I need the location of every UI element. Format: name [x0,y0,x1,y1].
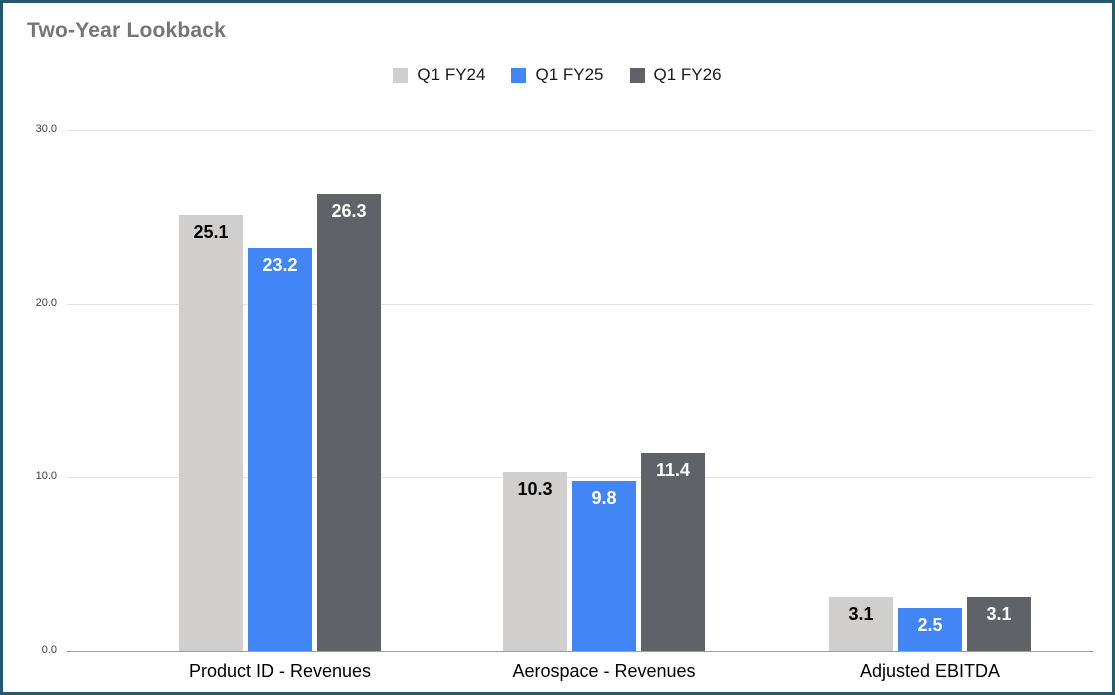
gridline [67,130,1093,131]
bar-value-label: 3.1 [848,604,874,625]
bar-value-label: 3.1 [986,604,1012,625]
bar-q1-fy26: 3.1 [967,597,1031,651]
bar-value-label: 25.1 [193,222,229,243]
bar-q1-fy25: 9.8 [572,480,636,651]
legend-label: Q1 FY25 [535,65,604,84]
plot-area: 25.1 23.2 26.3 10.3 9.8 11.4 3.1 2.5 3.1 [67,130,1093,652]
legend-label: Q1 FY24 [417,65,486,84]
bar-value-label: 23.2 [262,255,298,276]
bar-value-label: 9.8 [591,487,617,508]
gridline [67,303,1093,305]
legend-swatch-icon [629,67,645,83]
legend-label: Q1 FY26 [653,65,722,84]
bar-value-label: 26.3 [331,201,367,222]
gridline [67,651,1093,652]
bar-value-label: 11.4 [655,460,691,481]
legend-swatch-icon [511,67,527,83]
bar-q1-fy26: 26.3 [317,194,381,651]
y-axis-tick-label: 20.0 [35,296,57,309]
bar-group: 25.1 23.2 26.3 [179,194,381,651]
x-axis-category-label: Adjusted EBITDA [859,661,1001,681]
legend-item: Q1 FY26 [629,65,722,85]
bar-q1-fy25: 23.2 [248,248,312,651]
bar-value-label: 2.5 [917,614,943,635]
x-axis-category-label: Aerospace - Revenues [512,661,696,681]
bar-q1-fy24: 3.1 [829,597,893,651]
chart-title: Two-Year Lookback [27,19,227,42]
legend-swatch-icon [393,67,409,83]
x-axis-category-label: Product ID - Revenues [188,661,372,681]
y-axis-tick-label: 10.0 [35,470,57,483]
bar-q1-fy26: 11.4 [641,453,705,651]
bar-q1-fy24: 10.3 [503,472,567,651]
bar-q1-fy25: 2.5 [898,607,962,651]
y-axis-tick-label: 30.0 [35,123,57,135]
bar-value-label: 10.3 [517,479,553,500]
bar-group: 3.1 2.5 3.1 [829,597,1031,651]
bar-q1-fy24: 25.1 [179,215,243,651]
bar-group: 10.3 9.8 11.4 [503,453,705,651]
gridline [67,477,1093,479]
y-axis-tick-label: 0.0 [41,644,57,656]
legend-item: Q1 FY25 [511,65,604,85]
legend-item: Q1 FY24 [393,65,485,85]
legend: Q1 FY24 Q1 FY25 Q1 FY26 [3,65,1112,85]
